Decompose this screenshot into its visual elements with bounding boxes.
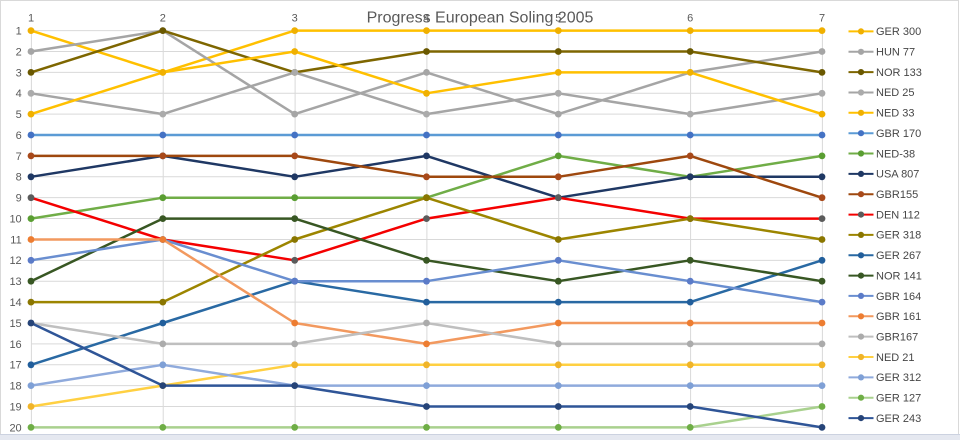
- svg-text:NOR 133: NOR 133: [876, 67, 922, 79]
- svg-text:19: 19: [9, 401, 21, 413]
- svg-text:17: 17: [9, 360, 21, 372]
- svg-text:4: 4: [423, 13, 429, 25]
- svg-text:DEN 112: DEN 112: [876, 209, 920, 221]
- svg-text:NED 33: NED 33: [876, 108, 915, 120]
- svg-text:NED 21: NED 21: [876, 352, 915, 364]
- svg-text:2: 2: [16, 46, 22, 58]
- svg-text:4: 4: [16, 88, 22, 100]
- svg-text:NED-38: NED-38: [876, 148, 915, 160]
- svg-text:3: 3: [292, 13, 298, 25]
- svg-text:HUN 77: HUN 77: [876, 47, 915, 59]
- svg-text:1: 1: [28, 13, 34, 25]
- svg-text:GER 300: GER 300: [876, 26, 921, 38]
- svg-text:Progress European Soling 2005: Progress European Soling 2005: [367, 10, 594, 27]
- svg-text:12: 12: [9, 255, 21, 267]
- svg-text:11: 11: [10, 234, 21, 246]
- svg-text:6: 6: [687, 13, 693, 25]
- svg-text:GER 318: GER 318: [876, 230, 921, 242]
- svg-text:USA 807: USA 807: [876, 169, 919, 181]
- svg-text:GBR155: GBR155: [876, 189, 918, 201]
- svg-text:GBR 170: GBR 170: [876, 128, 921, 140]
- svg-text:14: 14: [9, 297, 21, 309]
- svg-text:6: 6: [16, 130, 22, 142]
- svg-text:7: 7: [819, 13, 825, 25]
- svg-text:9: 9: [16, 193, 22, 205]
- svg-text:NED 25: NED 25: [876, 87, 915, 99]
- svg-text:GBR167: GBR167: [876, 331, 918, 343]
- svg-text:GER 267: GER 267: [876, 250, 921, 262]
- svg-text:1: 1: [16, 26, 22, 38]
- svg-text:15: 15: [9, 318, 21, 330]
- svg-text:GER 127: GER 127: [876, 393, 921, 405]
- svg-text:20: 20: [9, 422, 21, 434]
- svg-text:8: 8: [16, 172, 22, 184]
- svg-text:GER 312: GER 312: [876, 372, 921, 384]
- svg-text:2: 2: [160, 13, 166, 25]
- svg-text:7: 7: [16, 151, 22, 163]
- svg-text:5: 5: [16, 109, 22, 121]
- svg-text:GER 243: GER 243: [876, 413, 921, 425]
- svg-text:GBR 164: GBR 164: [876, 291, 921, 303]
- svg-text:10: 10: [9, 214, 21, 226]
- svg-text:3: 3: [16, 67, 22, 79]
- svg-text:NOR 141: NOR 141: [876, 270, 922, 282]
- svg-text:18: 18: [9, 381, 21, 393]
- svg-text:13: 13: [9, 276, 21, 288]
- svg-text:GBR 161: GBR 161: [876, 311, 921, 323]
- svg-text:16: 16: [9, 339, 21, 351]
- svg-text:5: 5: [555, 13, 561, 25]
